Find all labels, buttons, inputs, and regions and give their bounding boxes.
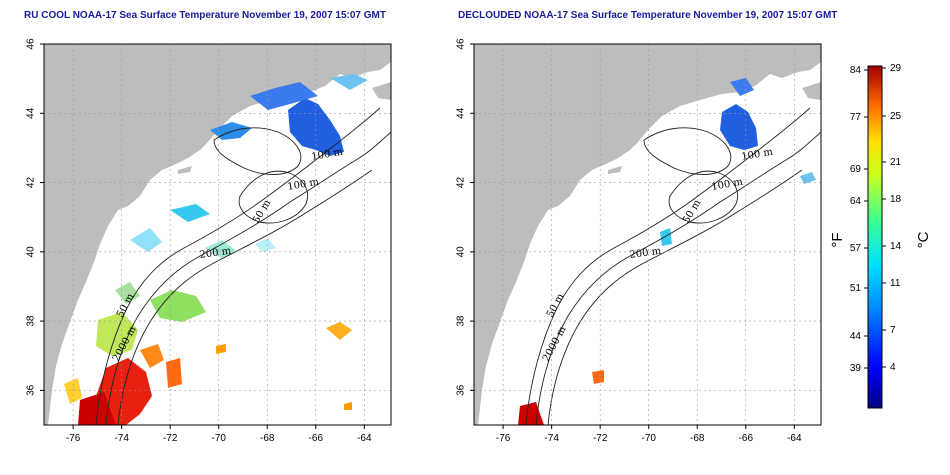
x-tick-label: -74 — [114, 433, 129, 444]
fahrenheit-tick-label: 84 — [850, 65, 862, 76]
y-tick-label: 42 — [456, 177, 467, 189]
island — [178, 166, 192, 174]
y-tick-label: 38 — [26, 315, 37, 327]
latitude-axis: 46 44 42 40 38 36 — [26, 38, 44, 396]
land-mass — [802, 82, 821, 100]
depth-contours — [525, 107, 821, 425]
fahrenheit-unit-label: °F — [829, 232, 846, 247]
celsius-tick-label: 25 — [890, 111, 902, 122]
x-tick-label: -72 — [593, 433, 608, 444]
left-panel-title: RU COOL NOAA-17 Sea Surface Temperature … — [24, 10, 386, 21]
longitude-axis: -76 -74 -72 -70 -68 -66 -64 — [496, 425, 802, 444]
fahrenheit-tick-label: 69 — [850, 164, 862, 175]
x-tick-label: -74 — [544, 433, 559, 444]
x-tick-label: -76 — [496, 433, 511, 444]
y-tick-label: 36 — [26, 384, 37, 396]
y-tick-label: 42 — [26, 177, 37, 189]
map-frame — [473, 43, 822, 426]
temperature-colorbar: 84 77 69 64 57 51 44 39 29 25 21 18 14 11 7 4 °F °C — [829, 63, 932, 409]
island — [608, 166, 622, 174]
celsius-unit-label: °C — [915, 231, 932, 248]
celsius-tick-label: 18 — [890, 194, 902, 205]
graticule — [44, 43, 391, 425]
celsius-tick-label: 14 — [890, 241, 902, 252]
y-tick-label: 44 — [26, 107, 37, 119]
x-tick-label: -72 — [163, 433, 178, 444]
fahrenheit-tick-label: 57 — [850, 243, 862, 254]
x-tick-label: -68 — [260, 433, 275, 444]
y-tick-label: 40 — [26, 246, 37, 258]
celsius-tick-label: 7 — [890, 325, 896, 336]
x-tick-label: -66 — [739, 433, 754, 444]
right-panel-title: DECLOUDED NOAA-17 Sea Surface Temperatur… — [458, 10, 838, 21]
map-frame — [43, 43, 392, 426]
left-map: 100 m 100 m 50 m 200 m 50 m 2000 m -76 -7… — [26, 38, 392, 444]
fahrenheit-tick-label: 39 — [850, 363, 862, 374]
land-mass — [474, 44, 821, 425]
celsius-tick-label: 21 — [890, 157, 902, 168]
fahrenheit-tick-label: 77 — [850, 112, 862, 123]
latitude-axis: 46 44 42 40 38 36 — [456, 38, 474, 396]
fahrenheit-tick-label: 51 — [850, 283, 862, 294]
x-tick-label: -64 — [357, 433, 372, 444]
fahrenheit-tick-label: 64 — [850, 196, 862, 207]
sst-patches — [64, 74, 368, 425]
y-tick-label: 38 — [456, 315, 467, 327]
longitude-axis: -76 -74 -72 -70 -68 -66 -64 — [66, 425, 372, 444]
colorbar-gradient — [867, 65, 883, 409]
celsius-tick-label: 11 — [890, 278, 901, 289]
x-tick-label: -70 — [641, 433, 656, 444]
graticule — [474, 43, 821, 425]
y-tick-label: 46 — [26, 38, 37, 50]
x-tick-label: -66 — [309, 433, 324, 444]
celsius-tick-label: 29 — [890, 63, 902, 74]
x-tick-label: -68 — [690, 433, 705, 444]
celsius-tick-label: 4 — [890, 362, 896, 373]
y-tick-label: 36 — [456, 384, 467, 396]
fahrenheit-tick-label: 44 — [850, 331, 862, 342]
x-tick-label: -76 — [66, 433, 81, 444]
y-tick-label: 44 — [456, 107, 467, 119]
y-tick-label: 40 — [456, 246, 467, 258]
y-tick-label: 46 — [456, 38, 467, 50]
x-tick-label: -70 — [211, 433, 226, 444]
contour-label: 200 m — [199, 246, 232, 261]
contour-label: 200 m — [629, 246, 662, 261]
land-mass — [372, 82, 391, 100]
right-map: 100 m 100 m 50 m 200 m 50 m 2000 m -76 -7… — [456, 38, 822, 444]
land-mass — [44, 44, 391, 425]
x-tick-label: -64 — [787, 433, 802, 444]
sst-patches — [518, 78, 816, 425]
depth-contours — [95, 107, 391, 425]
